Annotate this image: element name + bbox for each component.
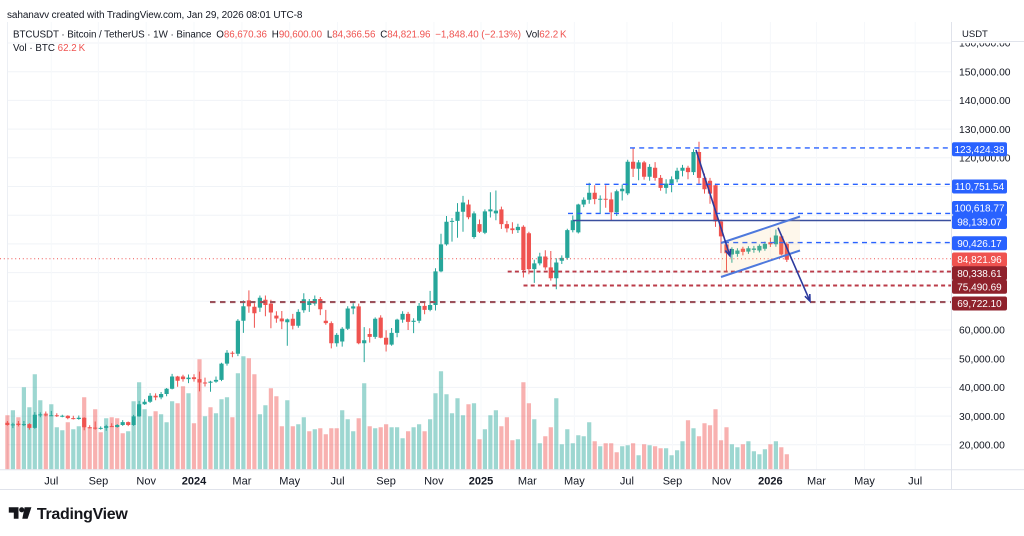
svg-text:May: May — [564, 476, 585, 488]
svg-text:Nov: Nov — [136, 476, 156, 488]
svg-text:TradingView: TradingView — [37, 506, 129, 523]
svg-text:100,618.77: 100,618.77 — [954, 204, 1004, 215]
svg-text:20,000.00: 20,000.00 — [959, 441, 1005, 452]
svg-text:May: May — [279, 476, 300, 488]
svg-text:Sep: Sep — [663, 476, 683, 488]
svg-text:2025: 2025 — [469, 476, 493, 488]
svg-text:110,751.54: 110,751.54 — [955, 182, 1005, 193]
svg-text:69,722.10: 69,722.10 — [957, 299, 1002, 310]
svg-text:150,000.00: 150,000.00 — [959, 67, 1011, 78]
svg-text:2026: 2026 — [758, 476, 782, 488]
svg-text:30,000.00: 30,000.00 — [959, 412, 1005, 423]
svg-text:84,821.96: 84,821.96 — [957, 255, 1002, 266]
svg-text:98,139.07: 98,139.07 — [957, 218, 1002, 229]
svg-text:sahanavv created with TradingV: sahanavv created with TradingView.com, J… — [7, 10, 303, 21]
svg-text:50,000.00: 50,000.00 — [959, 354, 1005, 365]
svg-text:Mar: Mar — [807, 476, 826, 488]
svg-text:Nov: Nov — [424, 476, 444, 488]
svg-text:160,000.00: 160,000.00 — [959, 39, 1011, 50]
svg-text:May: May — [854, 476, 875, 488]
svg-text:Jul: Jul — [330, 476, 344, 488]
svg-text:Nov: Nov — [712, 476, 732, 488]
svg-text:Vol · BTC 62.2 K: Vol · BTC 62.2 K — [13, 43, 86, 54]
svg-text:140,000.00: 140,000.00 — [959, 96, 1011, 107]
svg-text:Jul: Jul — [620, 476, 634, 488]
svg-text:Sep: Sep — [89, 476, 109, 488]
svg-text:90,426.17: 90,426.17 — [957, 239, 1002, 250]
svg-text:130,000.00: 130,000.00 — [959, 125, 1011, 136]
svg-text:USDT: USDT — [962, 29, 988, 40]
svg-text:60,000.00: 60,000.00 — [959, 326, 1005, 337]
svg-text:Mar: Mar — [232, 476, 251, 488]
svg-text:40,000.00: 40,000.00 — [959, 383, 1005, 394]
svg-text:120,000.00: 120,000.00 — [959, 154, 1011, 165]
svg-text:2024: 2024 — [182, 476, 207, 488]
svg-text:BTCUSDT · Bitcoin / TetherUS ·: BTCUSDT · Bitcoin / TetherUS · 1W · Bina… — [13, 30, 567, 41]
svg-text:80,338.61: 80,338.61 — [957, 269, 1002, 280]
svg-text:123,424.38: 123,424.38 — [954, 145, 1004, 156]
svg-text:Jul: Jul — [908, 476, 922, 488]
svg-text:Jul: Jul — [44, 476, 58, 488]
svg-text:Mar: Mar — [518, 476, 537, 488]
svg-text:75,490.69: 75,490.69 — [957, 282, 1002, 293]
svg-text:Sep: Sep — [376, 476, 396, 488]
